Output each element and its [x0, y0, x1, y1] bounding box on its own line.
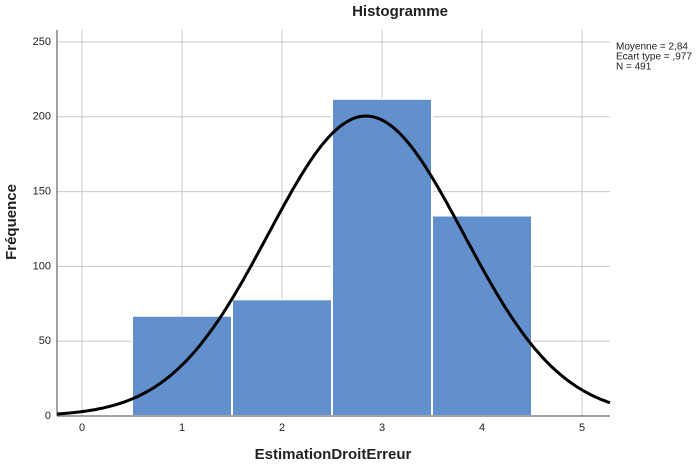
- y-tick-label: 50: [39, 335, 51, 347]
- x-tick-label: 2: [279, 422, 285, 434]
- x-tick-label: 3: [379, 422, 385, 434]
- stats-annotation: Ecart type = ,977: [616, 52, 692, 63]
- y-tick-label: 100: [33, 260, 51, 272]
- x-tick-label: 1: [179, 422, 185, 434]
- y-tick-label: 150: [33, 185, 51, 197]
- x-tick-label: 4: [479, 422, 485, 434]
- normal-curve: [56, 114, 611, 416]
- chart-title: Histogramme: [352, 3, 448, 20]
- y-tick-label: 0: [45, 410, 51, 422]
- x-axis-label: EstimationDroitErreur: [255, 446, 412, 463]
- y-axis-label: Fréquence: [3, 184, 20, 260]
- x-tick-label: 0: [79, 422, 85, 434]
- y-tick-label: 250: [33, 36, 51, 48]
- bar: [431, 214, 533, 417]
- bar: [231, 298, 333, 418]
- y-tick-label: 200: [33, 111, 51, 123]
- stats-annotation: N = 491: [616, 62, 652, 73]
- x-tick-label: 5: [579, 422, 585, 434]
- bar: [331, 97, 433, 417]
- stats-annotation: Moyenne = 2,84: [616, 42, 688, 53]
